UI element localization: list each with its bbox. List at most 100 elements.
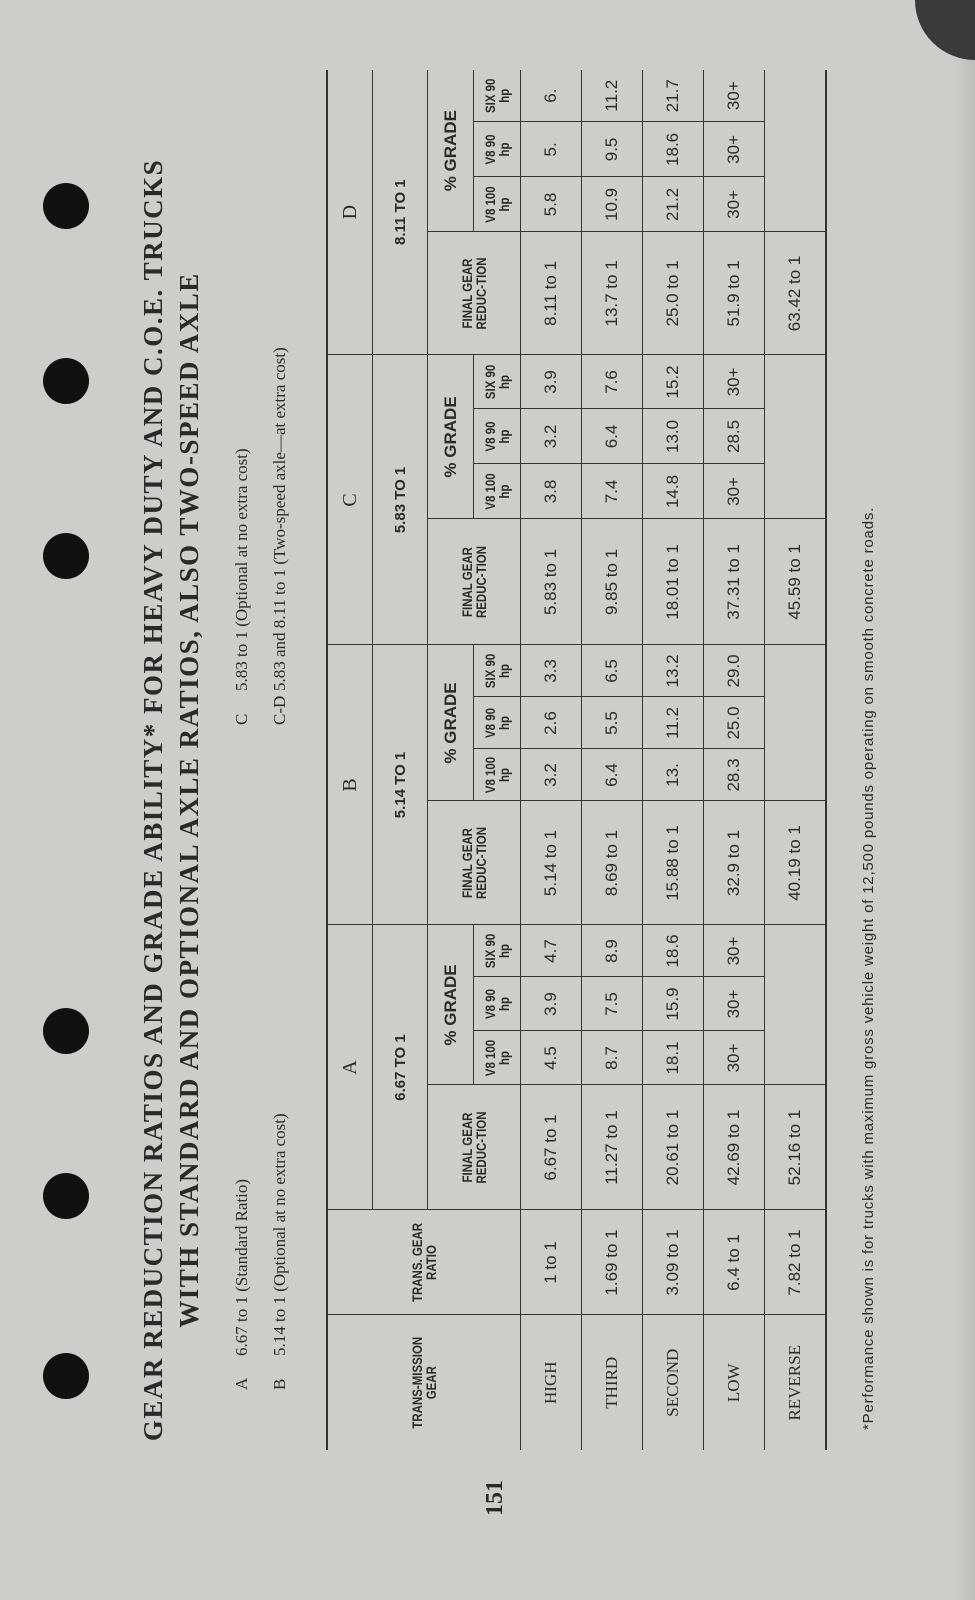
grade-value: 10.9 [581, 176, 643, 232]
header-percent-grade: % GRADE [427, 924, 474, 1085]
header-percent-grade: % GRADE [427, 69, 474, 232]
final-reduction: 5.83 to 1 [520, 518, 582, 645]
empty-cell [764, 924, 826, 1085]
final-reduction: 15.88 to 1 [642, 800, 704, 925]
trans-ratio: 1 to 1 [520, 1210, 582, 1315]
section-d-ratio: 8.11 TO 1 [372, 69, 428, 355]
binder-hole [43, 1008, 89, 1054]
grade-value: 4.7 [520, 924, 582, 977]
grade-value: 6.4 [581, 408, 643, 464]
gear-name: REVERSE [764, 1315, 826, 1450]
grade-value: 21.7 [642, 69, 704, 122]
legend-item: A6.67 to 1 (Standard Ratio) [232, 1178, 251, 1390]
grade-value: 28.5 [703, 408, 765, 464]
grade-value: 30+ [703, 977, 765, 1031]
grade-value: 3.9 [520, 354, 582, 409]
grade-value: 2.6 [520, 696, 582, 749]
grade-value: 13. [642, 748, 704, 801]
final-reduction: 52.16 to 1 [764, 1085, 826, 1210]
grade-value: 30+ [703, 463, 765, 519]
page-subtitle: WITH STANDARD AND OPTIONAL AXLE RATIOS, … [174, 272, 204, 1328]
grade-value: 3.2 [520, 408, 582, 464]
grade-value: 4.5 [520, 1031, 582, 1085]
gear-name: THIRD [581, 1315, 643, 1450]
footnote: *Performance shown is for trucks with ma… [860, 506, 877, 1430]
final-reduction: 20.61 to 1 [642, 1085, 704, 1210]
grade-value: 28.3 [703, 748, 765, 801]
empty-cell [764, 644, 826, 801]
grade-value: 11.2 [581, 69, 643, 122]
section-b-ratio: 5.14 TO 1 [372, 644, 428, 925]
final-reduction: 25.0 to 1 [642, 231, 704, 355]
final-reduction: 9.85 to 1 [581, 518, 643, 645]
header-engine: V8 90 hp [473, 413, 521, 460]
final-reduction: 63.42 to 1 [764, 231, 826, 355]
header-engine: SIX 90 hp [473, 359, 521, 405]
trans-ratio: 1.69 to 1 [581, 1210, 643, 1315]
grade-value: 6.5 [581, 644, 643, 697]
header-engine: V8 100 hp [473, 468, 521, 515]
grade-value: 5. [520, 121, 582, 177]
section-c-ratio: 5.83 TO 1 [372, 354, 428, 645]
trans-ratio: 3.09 to 1 [642, 1210, 704, 1315]
grade-value: 21.2 [642, 176, 704, 232]
binder-hole [43, 183, 89, 229]
final-reduction: 11.27 to 1 [581, 1085, 643, 1210]
binder-hole [43, 1353, 89, 1399]
header-final-gear-reduction: FINAL GEAR REDUC-TION [427, 530, 521, 634]
grade-value: 18.6 [642, 924, 704, 977]
gear-ratio-table: TRANS-MISSION GEAR TRANS. GEAR RATIO A B… [326, 69, 827, 1450]
grade-value: 18.6 [642, 121, 704, 177]
gear-name: LOW [703, 1315, 765, 1450]
grade-value: 15.9 [642, 977, 704, 1031]
grade-value: 11.2 [642, 696, 704, 749]
grade-value: 30+ [703, 121, 765, 177]
final-reduction: 40.19 to 1 [764, 800, 826, 925]
table-row: SECOND 3.09 to 1 20.61 to 1 18.1 15.9 18.6 15… [642, 69, 704, 1450]
page-edge [953, 0, 975, 1600]
header-engine: V8 100 hp [473, 753, 521, 797]
grade-value: 5.5 [581, 696, 643, 749]
final-reduction: 13.7 to 1 [581, 231, 643, 355]
trans-ratio: 6.4 to 1 [703, 1210, 765, 1315]
section-a-ratio: 6.67 TO 1 [372, 924, 428, 1210]
grade-value: 30+ [703, 1031, 765, 1085]
grade-value: 7.6 [581, 354, 643, 409]
grade-value: 9.5 [581, 121, 643, 177]
grade-value: 25.0 [703, 696, 765, 749]
header-final-gear-reduction: FINAL GEAR REDUC-TION [427, 812, 521, 914]
grade-value: 8.7 [581, 1031, 643, 1085]
final-reduction: 42.69 to 1 [703, 1085, 765, 1210]
header-engine: V8 90 hp [473, 981, 521, 1027]
legend-item: C5.83 to 1 (Optional at no extra cost) [232, 448, 251, 725]
binder-hole [43, 1173, 89, 1219]
section-c-letter: C [327, 354, 373, 645]
final-reduction: 8.69 to 1 [581, 800, 643, 925]
section-a-letter: A [327, 924, 373, 1210]
grade-value: 30+ [703, 924, 765, 977]
trans-ratio: 7.82 to 1 [764, 1210, 826, 1315]
grade-value: 14.8 [642, 463, 704, 519]
table-row: LOW 6.4 to 1 42.69 to 1 30+ 30+ 30+ 32.9 to 1… [703, 69, 765, 1450]
grade-value: 30+ [703, 354, 765, 409]
header-engine: V8 90 hp [473, 126, 521, 172]
grade-value: 3.8 [520, 463, 582, 519]
section-b-letter: B [327, 644, 373, 925]
page-number: 151 [482, 1480, 508, 1516]
header-engine: V8 100 hp [473, 181, 521, 227]
grade-value: 15.2 [642, 354, 704, 409]
grade-value: 6. [520, 69, 582, 122]
gear-name: HIGH [520, 1315, 582, 1450]
grade-value: 13.0 [642, 408, 704, 464]
header-engine: SIX 90 hp [473, 929, 521, 973]
gear-name: SECOND [642, 1315, 704, 1450]
header-engine: SIX 90 hp [473, 74, 521, 118]
header-engine: SIX 90 hp [473, 649, 521, 693]
legend-item: B5.14 to 1 (Optional at no extra cost) [270, 1113, 289, 1390]
grade-value: 30+ [703, 69, 765, 122]
header-percent-grade: % GRADE [427, 644, 474, 801]
table-row: REVERSE 7.82 to 1 52.16 to 1 40.19 to 1 4… [764, 69, 826, 1450]
header-percent-grade: % GRADE [427, 354, 474, 519]
binder-hole [43, 358, 89, 404]
